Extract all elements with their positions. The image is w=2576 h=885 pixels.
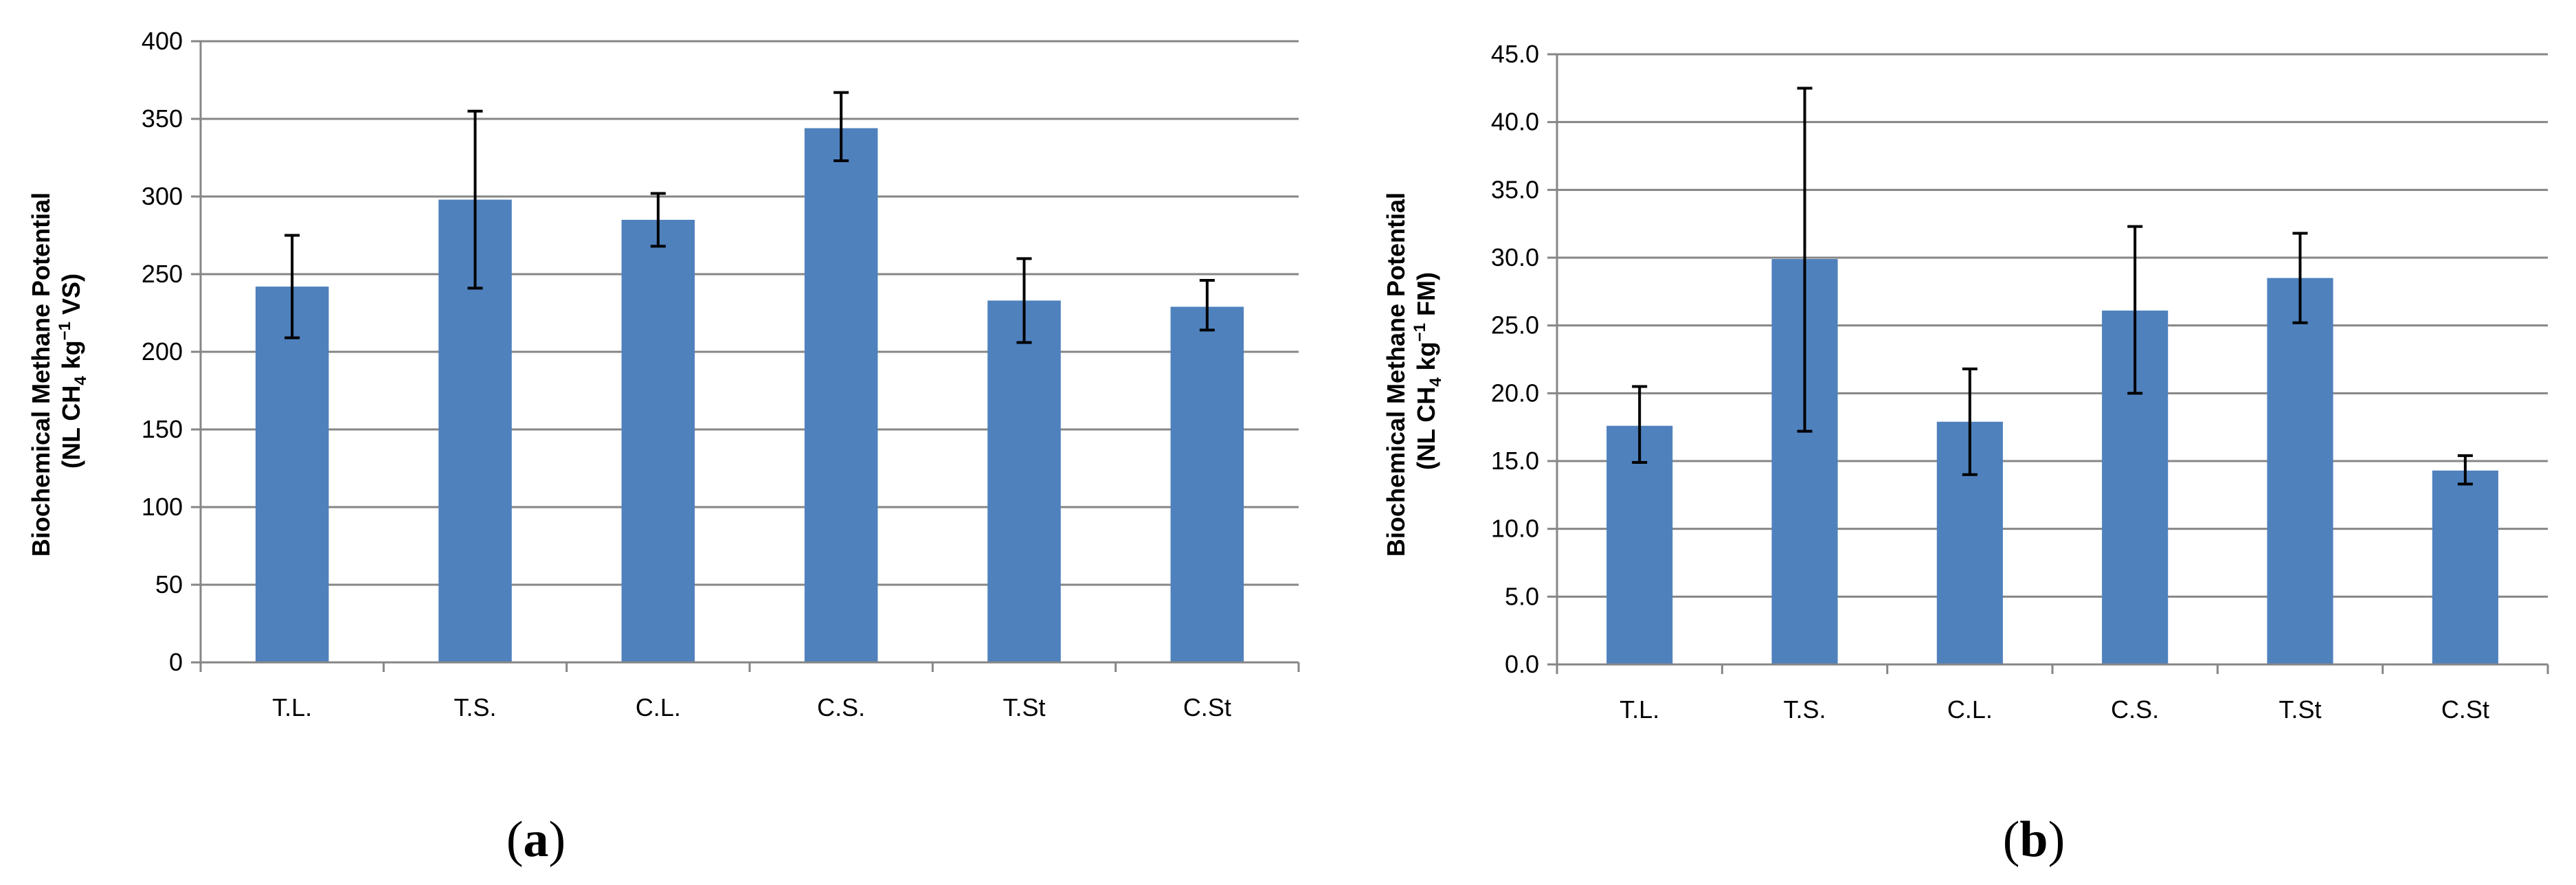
error-bar xyxy=(2292,232,2308,324)
y-axis-label-middle: kg xyxy=(1412,341,1440,377)
y-tick-label: 0.0 xyxy=(1505,650,1539,678)
y-tick-label: 5.0 xyxy=(1505,582,1539,610)
y-tick-label: 150 xyxy=(142,415,183,443)
y-axis-label-superscript: −1 xyxy=(56,322,74,340)
bar xyxy=(2267,278,2333,665)
y-tick-label: 200 xyxy=(142,337,183,366)
panel-label-a: (a) xyxy=(506,811,565,868)
bar xyxy=(255,287,329,663)
error-bars xyxy=(284,91,1215,344)
bar xyxy=(987,300,1061,662)
y-tick-label: 10.0 xyxy=(1491,515,1539,543)
bar xyxy=(1606,425,1673,664)
error-bar xyxy=(2127,225,2143,395)
error-bar xyxy=(1016,257,1032,344)
gridlines xyxy=(201,40,1299,586)
y-tick-label: 100 xyxy=(142,493,183,521)
y-axis-label-superscript: −1 xyxy=(1411,323,1429,341)
error-bar xyxy=(1962,367,1978,476)
x-tick-labels: T.L. T.S. C.L. C.S. T.St C.St xyxy=(272,693,1231,721)
x-tick-label: T.L. xyxy=(272,693,312,721)
x-tick-label: T.St xyxy=(2278,695,2321,724)
x-tick-label: C.L. xyxy=(1947,695,1993,724)
y-tick-label: 25.0 xyxy=(1491,311,1539,339)
error-bar xyxy=(1199,279,1215,332)
axes xyxy=(1547,53,2549,674)
y-axis-label-prefix: (NL CH xyxy=(57,385,85,469)
y-tick-labels: 0 50 100 150 200 250 300 350 400 xyxy=(142,27,183,676)
panel-label-b: (b) xyxy=(2003,811,2065,868)
x-tick-label: C.St xyxy=(1183,693,1231,721)
y-tick-label: 400 xyxy=(142,27,183,55)
y-tick-label: 350 xyxy=(142,104,183,133)
gridlines xyxy=(1557,53,2548,598)
bar xyxy=(621,219,695,662)
y-axis-label-line1: Biochemical Methane Potential xyxy=(27,192,55,557)
x-tick-label: C.S. xyxy=(2111,695,2159,724)
y-axis-label: Biochemical Methane Potential (NL CH4 kg… xyxy=(27,186,90,557)
y-tick-label: 300 xyxy=(142,182,183,210)
y-axis-label-middle: kg xyxy=(57,340,85,376)
error-bar xyxy=(467,109,483,290)
error-bar xyxy=(2457,454,2473,486)
y-tick-label: 0 xyxy=(169,648,183,676)
bar xyxy=(804,128,878,662)
y-axis-label-subscript: 4 xyxy=(71,376,90,385)
y-tick-label: 15.0 xyxy=(1491,447,1539,475)
y-tick-label: 40.0 xyxy=(1491,108,1539,136)
y-axis-label-line1: Biochemical Methane Potential xyxy=(1382,192,1410,557)
x-tick-label: C.St xyxy=(2441,695,2489,724)
bars xyxy=(255,128,1244,663)
y-tick-label: 35.0 xyxy=(1491,175,1539,203)
y-tick-label: 45.0 xyxy=(1491,40,1539,68)
error-bar xyxy=(833,91,849,163)
error-bar xyxy=(284,234,300,339)
y-tick-label: 50 xyxy=(155,570,183,598)
bar xyxy=(2432,470,2498,664)
y-axis-label-suffix: FM) xyxy=(1412,272,1440,323)
error-bar xyxy=(650,192,666,248)
x-tick-label: T.St xyxy=(1003,693,1045,721)
x-tick-label: T.S. xyxy=(453,693,496,721)
x-tick-labels: T.L. T.S. C.L. C.S. T.St C.St xyxy=(1620,695,2489,724)
y-tick-label: 30.0 xyxy=(1491,243,1539,271)
bar xyxy=(1170,306,1244,663)
y-axis-label: Biochemical Methane Potential (NL CH4 kg… xyxy=(1382,186,1445,557)
y-tick-label: 20.0 xyxy=(1491,379,1539,407)
x-tick-label: C.S. xyxy=(817,693,865,721)
chart-a: 0 50 100 150 200 250 300 350 400 T.L. T.S. C.L. C.S… xyxy=(27,27,1300,868)
axes xyxy=(191,40,1300,672)
error-bar xyxy=(1632,385,1648,464)
chart-b: 0.0 5.0 10.0 15.0 20.0 25.0 30.0 35.0 40.0 45.0 T… xyxy=(1382,40,2549,868)
x-tick-label: T.S. xyxy=(1783,695,1826,724)
x-tick-label: C.L. xyxy=(636,693,681,721)
y-tick-labels: 0.0 5.0 10.0 15.0 20.0 25.0 30.0 35.0 40.0 45.0 xyxy=(1491,40,1539,678)
error-bar xyxy=(1797,87,1813,433)
y-axis-label-suffix: VS) xyxy=(57,273,85,322)
y-axis-label-prefix: (NL CH xyxy=(1412,387,1440,470)
y-axis-label-subscript: 4 xyxy=(1426,377,1445,387)
x-tick-label: T.L. xyxy=(1620,695,1659,724)
error-bars xyxy=(1632,87,2473,486)
y-tick-label: 250 xyxy=(142,260,183,288)
